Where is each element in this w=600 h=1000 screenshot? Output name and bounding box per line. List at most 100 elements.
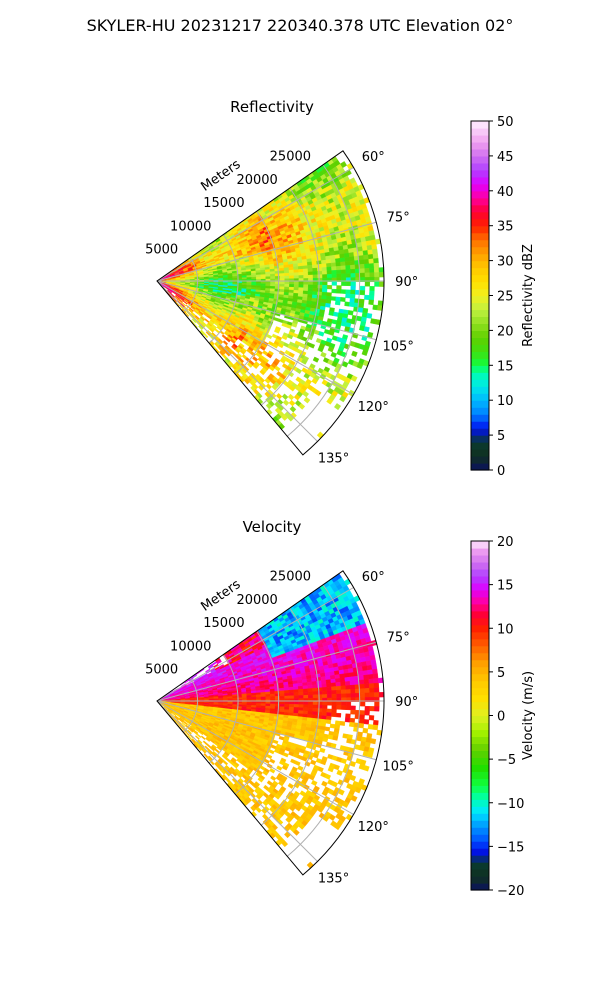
colorbar-swatch bbox=[471, 218, 489, 227]
field-cell bbox=[291, 322, 298, 328]
field-cell bbox=[303, 694, 309, 699]
field-cell bbox=[298, 695, 304, 699]
field-cell bbox=[251, 696, 257, 700]
field-cell bbox=[316, 711, 323, 716]
field-cell bbox=[345, 265, 351, 270]
field-cell bbox=[326, 682, 332, 688]
field-cell bbox=[298, 284, 304, 288]
field-cell bbox=[308, 701, 314, 706]
field-cell bbox=[293, 695, 300, 699]
field-cell bbox=[255, 694, 262, 698]
field-cell bbox=[310, 759, 317, 766]
field-cell bbox=[312, 287, 318, 293]
field-cell bbox=[331, 281, 337, 286]
field-cell bbox=[321, 263, 327, 268]
field-cell bbox=[340, 681, 346, 687]
colorbar-swatch bbox=[471, 323, 489, 331]
field-cell bbox=[307, 284, 314, 289]
field-cell bbox=[284, 270, 290, 274]
field-cell bbox=[326, 686, 332, 692]
field-cell bbox=[362, 245, 368, 252]
field-cell bbox=[364, 688, 370, 694]
field-cell bbox=[307, 287, 314, 292]
field-cell bbox=[335, 678, 341, 683]
field-cell bbox=[330, 351, 337, 358]
field-cell bbox=[298, 268, 304, 273]
colorbar-swatch bbox=[471, 148, 489, 157]
range-tick-label: 25000 bbox=[270, 150, 311, 165]
field-cell bbox=[279, 703, 285, 708]
field-cell bbox=[350, 289, 356, 295]
field-cell bbox=[326, 285, 333, 290]
field-cell bbox=[274, 281, 281, 285]
field-cell bbox=[307, 704, 314, 709]
field-cell bbox=[298, 281, 304, 285]
range-tick-label: 20000 bbox=[236, 173, 277, 188]
field-cell bbox=[361, 349, 369, 356]
field-cell bbox=[350, 285, 356, 291]
field-cell bbox=[378, 267, 385, 273]
field-cell bbox=[312, 704, 318, 709]
field-cell bbox=[345, 269, 351, 274]
colorbar-tick-label: 30 bbox=[497, 255, 514, 270]
field-cell bbox=[326, 712, 332, 717]
field-cell bbox=[364, 710, 370, 716]
field-cell bbox=[336, 273, 342, 279]
field-cell bbox=[260, 701, 266, 704]
field-cell bbox=[363, 674, 369, 680]
field-cell bbox=[284, 695, 290, 699]
field-cell bbox=[359, 272, 366, 278]
field-cell bbox=[368, 683, 375, 689]
field-cell bbox=[317, 274, 323, 279]
reflectivity-title: Reflectivity bbox=[230, 98, 314, 116]
field-cell bbox=[332, 735, 339, 741]
field-cell bbox=[289, 275, 295, 279]
field-cell bbox=[350, 268, 356, 274]
field-cell bbox=[344, 301, 350, 307]
colorbar-tick-label: 35 bbox=[497, 220, 514, 235]
field-cell bbox=[345, 685, 351, 690]
field-cell bbox=[345, 689, 351, 694]
field-cell bbox=[344, 717, 351, 723]
field-cell bbox=[325, 719, 332, 725]
field-cell bbox=[369, 286, 375, 292]
field-cell bbox=[312, 291, 318, 296]
field-cell bbox=[340, 758, 347, 765]
field-cell bbox=[317, 281, 323, 286]
field-cell bbox=[340, 269, 347, 275]
field-cell bbox=[369, 706, 375, 712]
field-cell bbox=[358, 723, 365, 729]
field-cell bbox=[322, 737, 329, 743]
field-cell bbox=[312, 711, 318, 716]
field-cell bbox=[373, 682, 380, 689]
field-cell bbox=[330, 262, 337, 268]
field-cell bbox=[289, 704, 295, 708]
field-cell bbox=[246, 697, 252, 700]
colorbar-swatch bbox=[471, 260, 489, 269]
field-cell bbox=[368, 715, 375, 721]
field-cell bbox=[374, 692, 380, 698]
colorbar-swatch bbox=[471, 121, 489, 129]
field-cell bbox=[312, 356, 320, 363]
field-cell bbox=[303, 701, 309, 705]
colorbar-tick-label: 10 bbox=[497, 394, 514, 409]
field-cell bbox=[303, 281, 309, 285]
field-cell bbox=[344, 260, 351, 266]
field-cell bbox=[312, 687, 318, 692]
field-cell bbox=[359, 692, 366, 698]
colorbar-swatch bbox=[471, 253, 489, 262]
field-cell bbox=[331, 690, 337, 695]
field-cell bbox=[362, 250, 369, 256]
colorbar-swatch bbox=[471, 456, 489, 464]
colorbar-swatch bbox=[471, 183, 489, 192]
field-cell bbox=[307, 271, 314, 276]
colorbar-tick-label: 45 bbox=[497, 150, 514, 165]
field-cell bbox=[303, 287, 309, 292]
field-cell bbox=[350, 684, 356, 690]
colorbar-swatch bbox=[471, 421, 489, 429]
colorbar-swatch bbox=[471, 190, 489, 199]
field-cell bbox=[321, 708, 328, 713]
field-cell bbox=[330, 678, 336, 684]
field-cell bbox=[274, 693, 281, 697]
